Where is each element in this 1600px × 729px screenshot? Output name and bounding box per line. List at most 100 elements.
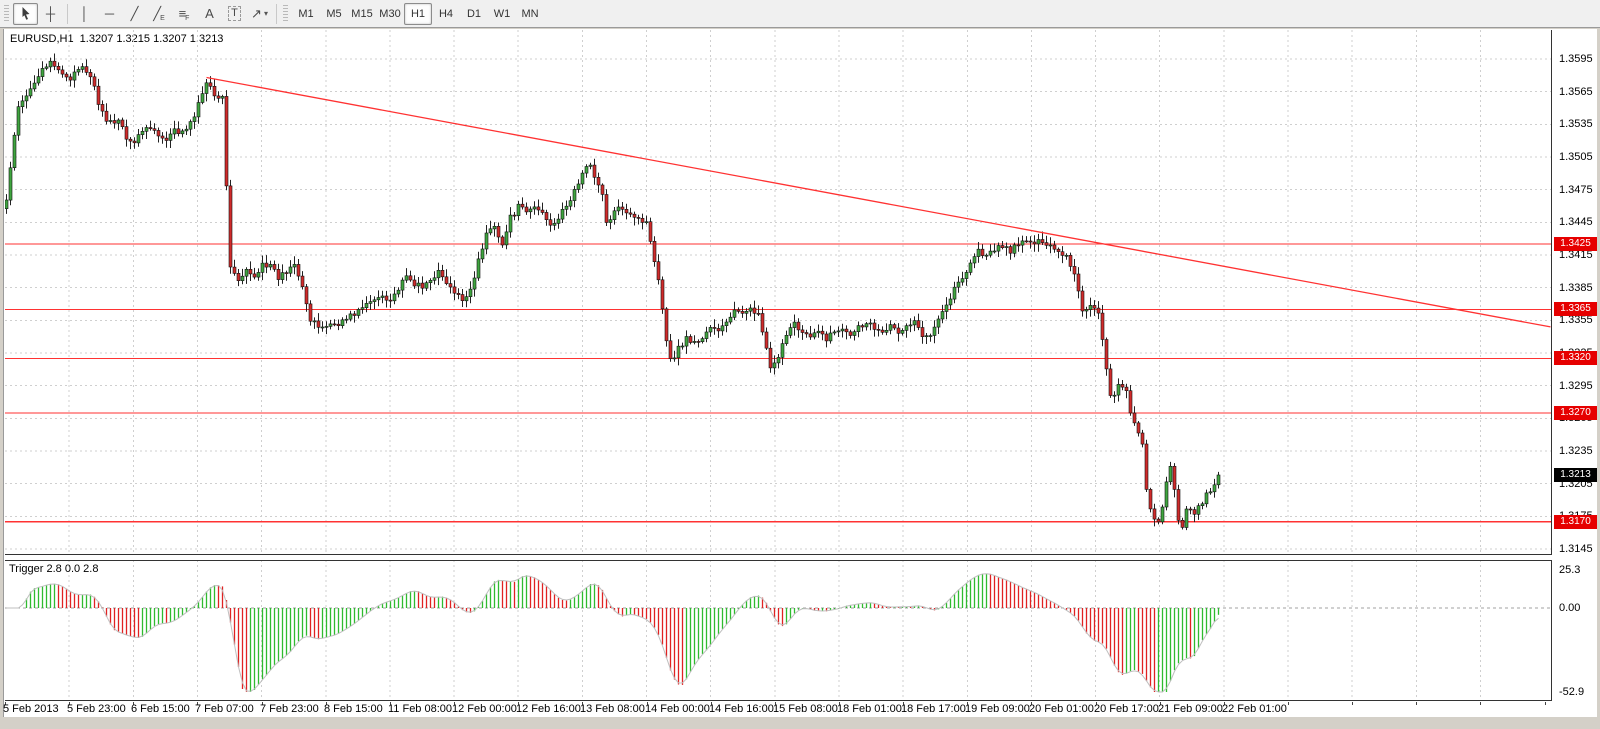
- y-axis-label: 1.3235: [1559, 445, 1593, 457]
- x-axis-tick: [1031, 702, 1032, 705]
- x-axis-label: 15 Feb 08:00: [773, 703, 838, 715]
- equidistant-channel-icon: ╱: [153, 5, 162, 21]
- x-axis-tick: [5, 702, 6, 705]
- timeframe-H1-button[interactable]: H1: [404, 2, 432, 25]
- x-axis-label: 8 Feb 15:00: [324, 703, 383, 715]
- x-axis-label: 5 Feb 2013: [3, 703, 59, 715]
- y-axis-label: 1.3475: [1559, 184, 1593, 196]
- x-axis-label: 20 Feb 17:00: [1094, 703, 1159, 715]
- x-axis-tick: [1416, 702, 1417, 705]
- y-axis-label: 1.3415: [1559, 249, 1593, 261]
- timeframe-M30-button[interactable]: M30: [379, 7, 401, 20]
- x-axis-label: 5 Feb 23:00: [67, 703, 126, 715]
- y-axis-label: 1.3505: [1559, 151, 1593, 163]
- x-axis-tick: [775, 702, 776, 705]
- toolbar: ┼ │ ─ ╱ ╱ E ≡ F A T ↗ ▾ M1 M5 M15 M30 H1 H4 D1 W1 MN: [0, 0, 1600, 28]
- x-axis-tick: [1352, 702, 1353, 705]
- x-axis-label: 21 Feb 09:00: [1158, 703, 1223, 715]
- x-axis-label: 22 Feb 01:00: [1222, 703, 1287, 715]
- x-axis-tick: [454, 702, 455, 705]
- tool-fibonacci-button[interactable]: ≡ F: [172, 3, 197, 25]
- horizontal-line-icon: ─: [104, 6, 115, 21]
- timeframe-M5-button[interactable]: M5: [326, 7, 342, 20]
- toolbar-grip[interactable]: [4, 4, 9, 23]
- equidistant-channel-sub-letter: E: [160, 15, 165, 22]
- fibonacci-sub-letter: F: [185, 15, 190, 22]
- x-axis-tick: [711, 702, 712, 705]
- x-axis-label: 18 Feb 17:00: [901, 703, 966, 715]
- x-axis-tick: [133, 702, 134, 705]
- y-axis-label: 1.3355: [1559, 314, 1593, 326]
- y-axis-label: 1.3145: [1559, 543, 1593, 555]
- tool-crosshair-button[interactable]: ┼: [38, 3, 63, 25]
- trendline-icon: ╱: [130, 5, 139, 21]
- x-axis-tick: [197, 702, 198, 705]
- y-axis-label: 1.3295: [1559, 380, 1593, 392]
- x-axis-label: 6 Feb 15:00: [131, 703, 190, 715]
- tool-trendline-button[interactable]: ╱: [122, 3, 147, 25]
- vertical-line-icon: │: [80, 6, 89, 21]
- tool-text-label-button[interactable]: T: [222, 3, 247, 25]
- x-axis-tick: [69, 702, 70, 705]
- x-axis-tick: [647, 702, 648, 705]
- x-axis-tick: [262, 702, 263, 705]
- indicator-scale-min: -52.9: [1559, 686, 1585, 698]
- price-line-badge: 1.3170: [1554, 515, 1597, 529]
- toolbar-separator: [67, 3, 68, 24]
- x-axis-label: 7 Feb 23:00: [260, 703, 319, 715]
- x-axis-label: 18 Feb 01:00: [837, 703, 902, 715]
- toolbar-separator: [276, 3, 277, 24]
- x-axis-tick: [518, 702, 519, 705]
- price-line-badge: 1.3425: [1554, 237, 1597, 251]
- tool-text-button[interactable]: A: [197, 3, 222, 25]
- price-chart-canvas[interactable]: [5, 30, 1552, 555]
- timeframe-H4-button[interactable]: H4: [438, 7, 454, 20]
- x-axis-tick: [1480, 702, 1481, 705]
- x-axis-tick: [390, 702, 391, 705]
- y-axis-label: 1.3595: [1559, 53, 1593, 65]
- text-icon: A: [205, 6, 214, 21]
- y-axis-label: 1.3385: [1559, 282, 1593, 294]
- x-axis-label: 14 Feb 16:00: [709, 703, 774, 715]
- y-axis-label: 1.3565: [1559, 86, 1593, 98]
- x-axis-tick: [1288, 702, 1289, 705]
- arrows-icon: ↗: [251, 5, 262, 21]
- crosshair-icon: ┼: [45, 6, 56, 21]
- cursor-icon: [22, 7, 29, 20]
- current-price-badge: 1.3213: [1554, 468, 1597, 482]
- toolbar-grip[interactable]: [283, 4, 288, 23]
- timeframe-D1-button[interactable]: D1: [466, 7, 482, 20]
- x-axis-label: 11 Feb 08:00: [388, 703, 453, 715]
- x-axis-tick: [1224, 702, 1225, 705]
- tool-vertical-line-button[interactable]: │: [72, 3, 97, 25]
- tool-horizontal-line-button[interactable]: ─: [97, 3, 122, 25]
- x-axis-tick: [1160, 702, 1161, 705]
- timeframe-MN-button[interactable]: MN: [521, 7, 539, 20]
- x-axis-tick: [839, 702, 840, 705]
- fibonacci-icon: ≡: [178, 6, 187, 21]
- x-axis-tick: [1545, 702, 1546, 705]
- x-axis-tick: [582, 702, 583, 705]
- x-axis-label: 19 Feb 09:00: [965, 703, 1030, 715]
- indicator-label: Trigger 2.8 0.0 2.8: [9, 563, 99, 575]
- price-line-badge: 1.3320: [1554, 351, 1597, 365]
- tool-equidistant-channel-button[interactable]: ╱ E: [147, 3, 172, 25]
- indicator-scale-zero: 0.00: [1559, 602, 1581, 614]
- x-axis-label: 12 Feb 00:00: [452, 703, 517, 715]
- price-line-badge: 1.3270: [1554, 406, 1597, 420]
- x-axis-tick: [1096, 702, 1097, 705]
- dropdown-caret-icon: ▾: [263, 9, 268, 18]
- timeframe-M15-button[interactable]: M15: [351, 7, 373, 20]
- x-axis-label: 14 Feb 00:00: [645, 703, 710, 715]
- y-axis-label: 1.3535: [1559, 118, 1593, 130]
- timeframe-M1-button[interactable]: M1: [298, 7, 314, 20]
- tool-arrows-button[interactable]: ↗ ▾: [247, 3, 272, 25]
- x-axis-tick: [326, 702, 327, 705]
- indicator-scale-max: 25.3: [1559, 564, 1581, 576]
- text-label-icon: T: [228, 6, 241, 21]
- chart-area-background: [3, 29, 1597, 717]
- price-line-badge: 1.3365: [1554, 302, 1597, 316]
- timeframe-W1-button[interactable]: W1: [493, 7, 511, 20]
- tool-cursor-button[interactable]: [13, 2, 38, 25]
- indicator-chart-canvas[interactable]: [5, 560, 1552, 701]
